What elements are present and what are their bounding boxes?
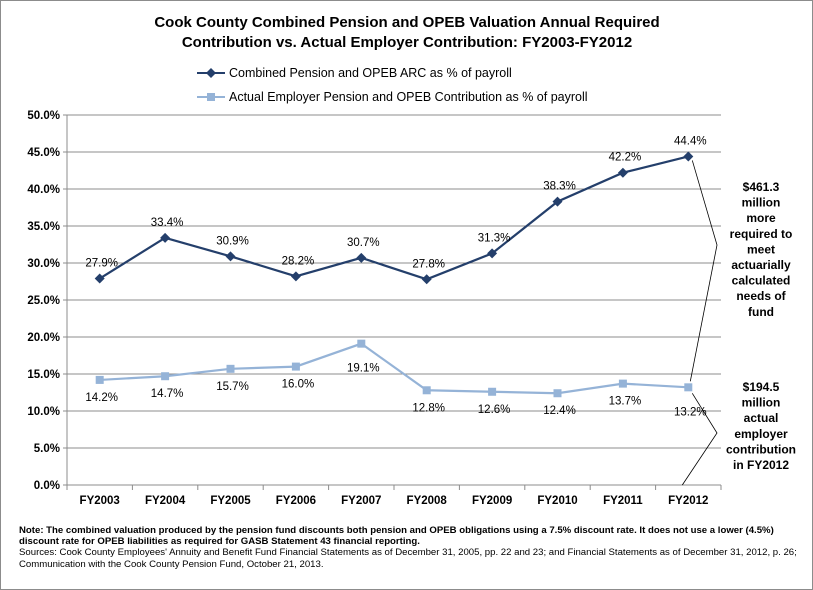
annotation-required-text: fund xyxy=(748,305,774,319)
annotation-required-text: needs of xyxy=(736,289,786,303)
chart-title: Cook County Combined Pension and OPEB Va… xyxy=(154,14,659,51)
x-tick-label: FY2008 xyxy=(407,495,448,507)
data-point-square xyxy=(161,372,170,381)
annotation-required-text: actuarially xyxy=(731,258,791,272)
annotation-actual-text: $194.5 xyxy=(743,380,780,394)
legend-marker-diamond xyxy=(206,68,216,78)
legend-marker-square xyxy=(207,93,215,101)
data-point-square xyxy=(95,375,104,384)
chart-title-line: Cook County Combined Pension and OPEB Va… xyxy=(154,14,659,31)
data-label: 15.7% xyxy=(216,381,249,393)
series-line xyxy=(99,342,689,395)
data-label: 30.7% xyxy=(347,237,380,249)
x-tick-label: FY2006 xyxy=(276,495,316,507)
data-point-square xyxy=(488,387,497,396)
data-labels: 27.9% 33.4% 30.9% 28.2% 30.7% 27.8% 31.3% 38.3%… xyxy=(85,135,706,418)
series-group xyxy=(94,151,694,398)
annotation-actual-text: in FY2012 xyxy=(733,458,789,472)
series-line xyxy=(99,155,689,281)
y-tick-label: 45.0% xyxy=(27,147,60,159)
y-tick-label: 50.0% xyxy=(27,110,60,122)
data-label: 14.2% xyxy=(85,392,118,404)
data-point-square xyxy=(357,339,366,348)
data-label: 13.2% xyxy=(674,406,707,418)
data-point-diamond xyxy=(94,273,105,284)
x-tick-label: FY2009 xyxy=(472,495,512,507)
y-tick-label: 10.0% xyxy=(27,406,60,418)
data-point-square xyxy=(618,379,627,388)
axes: 0.0% 5.0% 10.0% 15.0% 20.0% 25.0% 30.0% 35.0% 40… xyxy=(27,110,722,507)
line-chart: Cook County Combined Pension and OPEB Va… xyxy=(27,14,796,507)
x-tick-label: FY2003 xyxy=(80,495,120,507)
data-point-diamond xyxy=(225,251,236,262)
annotation-actual-text: employer xyxy=(734,427,788,441)
data-label: 31.3% xyxy=(478,232,511,244)
y-tick-label: 15.0% xyxy=(27,369,60,381)
x-tick-label: FY2011 xyxy=(603,495,643,507)
annotation-required-text: more xyxy=(746,211,776,225)
y-tick-label: 5.0% xyxy=(34,443,60,455)
data-label: 14.7% xyxy=(151,388,184,400)
data-label: 12.4% xyxy=(543,405,576,417)
footnotes: Note: The combined valuation produced by… xyxy=(19,525,804,570)
legend-label: Actual Employer Pension and OPEB Contrib… xyxy=(229,90,588,104)
data-point-diamond xyxy=(487,248,498,259)
y-tick-label: 0.0% xyxy=(34,480,60,492)
data-label: 19.1% xyxy=(347,363,380,375)
legend: Combined Pension and OPEB ARC as % of pa… xyxy=(197,66,588,104)
data-label: 30.9% xyxy=(216,235,249,247)
legend-label: Combined Pension and OPEB ARC as % of pa… xyxy=(229,66,512,80)
data-label: 13.7% xyxy=(609,396,642,408)
data-label: 12.6% xyxy=(478,404,511,416)
annotation-required-text: $461.3 xyxy=(743,180,780,194)
y-tick-label: 35.0% xyxy=(27,221,60,233)
data-point-diamond xyxy=(683,151,694,162)
data-point-diamond xyxy=(552,196,563,207)
data-point-square xyxy=(684,383,693,392)
data-point-square xyxy=(553,389,562,398)
sources-text: Sources: Cook County Employees' Annuity … xyxy=(19,547,797,570)
data-label: 44.4% xyxy=(674,135,707,147)
annotation-required-text: calculated xyxy=(732,274,791,288)
data-point-diamond xyxy=(356,252,367,263)
y-tick-label: 40.0% xyxy=(27,184,60,196)
y-tick-label: 25.0% xyxy=(27,295,60,307)
data-label: 16.0% xyxy=(282,379,315,391)
annotation-actual-text: million xyxy=(742,396,781,410)
y-tick-label: 20.0% xyxy=(27,332,60,344)
data-label: 33.4% xyxy=(151,217,184,229)
chart-title-line: Contribution vs. Actual Employer Contrib… xyxy=(182,34,632,51)
x-tick-label: FY2012 xyxy=(668,495,708,507)
annotation-actual-text: actual xyxy=(744,411,779,425)
y-tick-label: 30.0% xyxy=(27,258,60,270)
data-label: 38.3% xyxy=(543,181,576,193)
data-point-diamond xyxy=(421,274,432,285)
data-point-square xyxy=(422,386,431,395)
x-tick-label: FY2007 xyxy=(341,495,381,507)
data-point-square xyxy=(226,364,235,373)
annotation-brace-required xyxy=(689,160,718,382)
annotation-brace-actual xyxy=(681,393,718,486)
data-point-diamond xyxy=(617,167,628,178)
data-label: 27.8% xyxy=(412,258,445,270)
x-tick-label: FY2004 xyxy=(145,495,186,507)
data-label: 42.2% xyxy=(609,152,642,164)
data-label: 12.8% xyxy=(412,402,445,414)
annotation-required-text: meet xyxy=(747,242,775,256)
x-tick-label: FY2005 xyxy=(210,495,251,507)
annotation-actual-text: contribution xyxy=(726,442,796,456)
annotation-required-text: million xyxy=(742,196,781,210)
data-point-square xyxy=(291,362,300,371)
data-label: 28.2% xyxy=(282,255,315,267)
annotation-required-text: required to xyxy=(730,227,793,241)
data-point-diamond xyxy=(160,232,171,243)
note-text: Note: The combined valuation produced by… xyxy=(19,525,774,548)
data-point-diamond xyxy=(290,271,301,282)
x-tick-label: FY2010 xyxy=(537,495,577,507)
gridlines xyxy=(67,114,721,449)
data-label: 27.9% xyxy=(85,258,118,270)
